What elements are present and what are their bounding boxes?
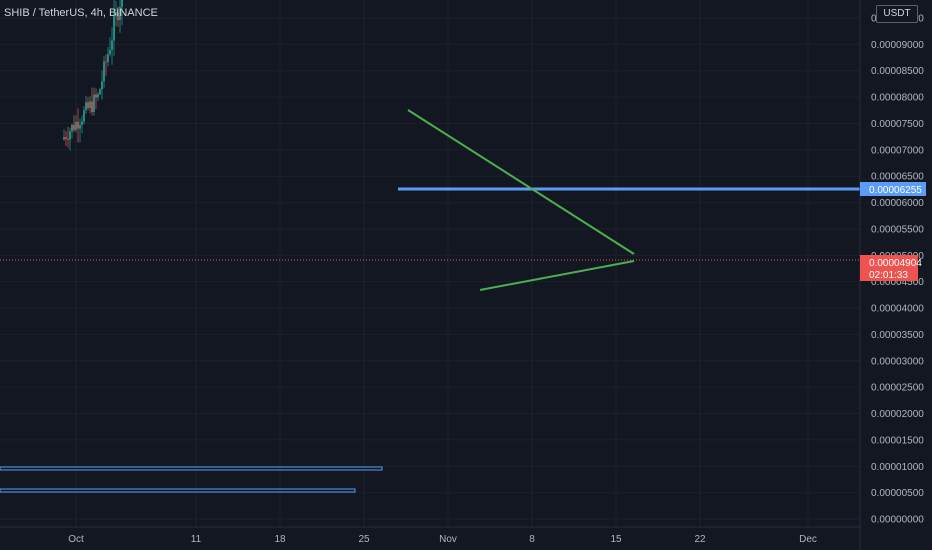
symbol-title[interactable]: SHIB / TetherUS, 4h, BINANCE xyxy=(4,7,158,19)
candle-body xyxy=(93,94,95,112)
time-tick-label: 8 xyxy=(529,534,535,545)
candle-body xyxy=(117,12,119,21)
candle-body xyxy=(115,12,117,17)
price-tags: 0.00006255 0.00004904 02:01:33 xyxy=(860,182,926,281)
candle-body xyxy=(91,101,93,112)
candle-body xyxy=(111,40,113,50)
candle-body xyxy=(73,124,75,130)
candle-body xyxy=(109,49,111,55)
price-tick-label: 0.00008500 xyxy=(871,66,924,77)
time-tick-label: 15 xyxy=(610,534,622,545)
price-tick-label: 0.00003500 xyxy=(871,330,924,341)
currency-selector[interactable]: USDT xyxy=(876,5,918,23)
candle-body xyxy=(97,94,99,98)
candle-body xyxy=(99,89,101,95)
candle-body xyxy=(113,16,115,41)
price-tick-label: 0.00000500 xyxy=(871,488,924,499)
support-zone-upper[interactable] xyxy=(0,466,383,471)
candle-body xyxy=(77,121,79,129)
time-axis[interactable]: Oct 11 18 25 Nov 8 15 22 Dec xyxy=(68,534,817,545)
candle-body xyxy=(67,139,69,140)
candle-body xyxy=(65,137,67,140)
price-tick-label: 0.00003000 xyxy=(871,356,924,367)
bar-countdown-label: 02:01:33 xyxy=(869,270,908,281)
price-tick-label: 0.00000000 xyxy=(871,515,924,526)
candle-body xyxy=(75,121,77,130)
ascending-trendline[interactable] xyxy=(479,260,635,291)
candle-body xyxy=(85,102,87,111)
resistance-price-tag xyxy=(860,182,926,196)
candle-body xyxy=(95,94,97,98)
candle-body xyxy=(89,101,91,108)
support-zone-lower[interactable] xyxy=(0,488,356,493)
candle-body xyxy=(87,102,89,108)
candle-body xyxy=(121,0,123,8)
time-tick-label: Nov xyxy=(439,534,457,545)
time-tick-label: 11 xyxy=(191,534,202,545)
descending-trendline[interactable] xyxy=(407,109,635,255)
price-tick-label: 0.00004000 xyxy=(871,304,924,315)
candles-layer xyxy=(63,0,123,151)
candle-body xyxy=(105,61,107,63)
current-price-tag xyxy=(860,255,918,281)
candle-body xyxy=(83,110,85,122)
price-tick-label: 0.00007500 xyxy=(871,119,924,130)
candle-body xyxy=(69,131,71,140)
time-tick-label: Dec xyxy=(799,534,817,545)
grid-lines xyxy=(0,0,860,527)
price-tick-label: 0.00004500 xyxy=(871,277,924,288)
resistance-price-label: 0.00006255 xyxy=(869,185,922,196)
candle-body xyxy=(81,121,83,126)
price-tick-label: 0.00006000 xyxy=(871,198,924,209)
time-tick-label: 18 xyxy=(274,534,286,545)
time-tick-label: Oct xyxy=(68,534,84,545)
time-tick-label: 22 xyxy=(694,534,706,545)
candle-body xyxy=(103,61,105,82)
price-tick-label: 0.00006500 xyxy=(871,172,924,183)
candle-body xyxy=(71,124,73,132)
price-tick-label: 0.00008000 xyxy=(871,93,924,104)
current-price-label: 0.00004904 xyxy=(869,258,922,269)
candle-body xyxy=(107,54,109,63)
candle-body xyxy=(79,125,81,129)
price-tick-label: 0.00002000 xyxy=(871,409,924,420)
price-tick-label: 0.00002500 xyxy=(871,383,924,394)
time-tick-label: 25 xyxy=(358,534,370,545)
candle-body xyxy=(63,137,65,140)
candle-body xyxy=(119,7,121,21)
trendlines-layer[interactable] xyxy=(398,109,860,291)
price-tick-label: 0.00005500 xyxy=(871,224,924,235)
price-tick-label: 0.00001500 xyxy=(871,435,924,446)
candle-body xyxy=(101,81,103,90)
price-tick-label: 0.00001000 xyxy=(871,462,924,473)
price-tick-label: 0.00007000 xyxy=(871,145,924,156)
price-tick-label: 0.00009000 xyxy=(871,40,924,51)
drawings-layer[interactable] xyxy=(0,259,860,493)
